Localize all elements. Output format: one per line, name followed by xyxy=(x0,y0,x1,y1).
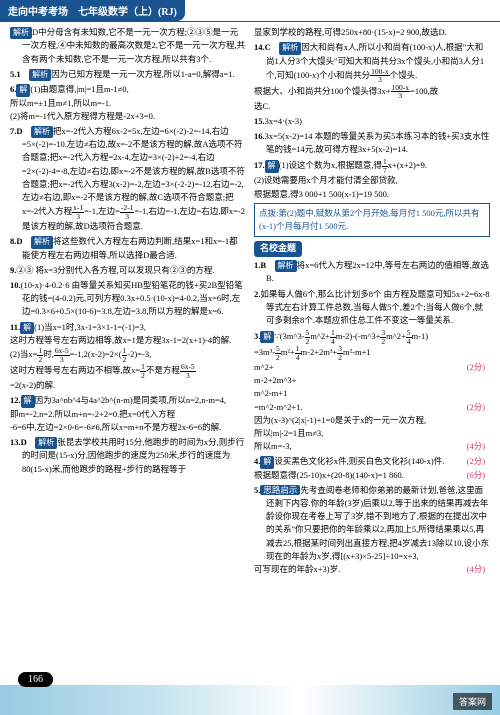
hint-box: 点拨:第(2)题中,赋数从第2个月开始,每月付1 500元,所以共有(x-1)个… xyxy=(254,203,490,237)
right-column: 显家到学校的路程,可得250x+80·(15-x)=2 900,故选D. 14.… xyxy=(254,26,490,578)
item2-2: 2.如果每人做6个,那么比计划多8个 由方程及题意可知5x+2=6x-8等式左右… xyxy=(254,288,490,328)
score: (4分) xyxy=(479,440,490,453)
analysis-tag: 解析 xyxy=(10,27,32,39)
item-14: 14.C 解析因大和尚有x人,所以小和尚有(100-x)人,根据"大和尚1人分3… xyxy=(254,41,490,113)
item-15: 15.3x=4·(x-3) xyxy=(254,115,490,128)
left-column: 解析D中分母含有未知数,它不是一元一次方程;②③⑤是一元一次方程,④中未知数的最… xyxy=(10,26,246,578)
item-17: 17.解(1)设这个数为x,根据题意,得17x+(x+2)=9. (2)设她需要… xyxy=(254,158,490,200)
score: (2分) xyxy=(479,401,490,414)
item-11: 11.解(1)当x=1时,3x-1=3×1-1=(-1)=3, 这时方程等号左右… xyxy=(10,321,246,393)
intro-text: 解析D中分母含有未知数,它不是一元一次方程;②③⑤是一元一次方程,④中未知数的最… xyxy=(10,26,246,66)
analysis-tag: 解析 xyxy=(279,42,301,54)
item-16: 16.3x=5(x-2)=14 本题的等量关系为买5本练习本的钱+买3支水性笔的… xyxy=(254,130,490,156)
item-8: 8.D 解析将这些数代入方程左右两边判断,结果x=1和x=-1都能使方程左右两边… xyxy=(10,235,246,262)
solve-tag: 解 xyxy=(21,395,35,407)
analysis-tag: 解析 xyxy=(31,126,53,138)
item-12: 12.解因为3a^nb^4与4a^2b^(n-m)是同类项,所以n=2,n-m=… xyxy=(10,394,246,434)
analysis-tag: 解析 xyxy=(35,437,57,449)
page-header: 走向中考考场 七年级数学（上）(RJ) xyxy=(0,0,185,21)
solve-tag: 解 xyxy=(260,331,274,343)
score: (2分) xyxy=(479,455,490,468)
item2-3: 3.解∵(3m^3-52m^2+14m-2)-(-m^3+32m^2+54m-1… xyxy=(254,329,490,453)
item-9: 9.②③ 将x=3分别代入各方程,可以发现只有②③的方程. xyxy=(10,264,246,277)
solve-tag: 解 xyxy=(265,160,279,172)
solve-tag: 解 xyxy=(260,456,274,468)
score: (6分) xyxy=(479,469,490,482)
item-10: 10.(10-x)·4-0.2·6 由等量关系知买HB型铅笔花的钱+买2B型铅笔… xyxy=(10,279,246,319)
analysis-tag: 解析 xyxy=(29,69,51,81)
content-area: 解析D中分母含有未知数,它不是一元一次方程;②③⑤是一元一次方程,④中未知数的最… xyxy=(0,26,500,578)
solve-tag: 解 xyxy=(16,84,30,96)
analysis-tag: 解析 xyxy=(275,260,297,272)
watermark: 答案网 xyxy=(453,693,492,710)
solve-tag: 解 xyxy=(20,322,34,334)
item2-5: 5.思路启示先考查阅卷老师和你弟弟的最新计划,爸爸,这里面还剩下内容.你的年龄(… xyxy=(254,484,490,576)
score: (2分) xyxy=(479,361,490,374)
item2-1: 1.B 解析将x=6代入方程2x=12中,等号左右两边的值相等,故选B. xyxy=(254,259,490,286)
item-13: 13.D 解析张昆去学校共用时15分,他跑步的时间为x分,则步行的时间是(15-… xyxy=(10,436,246,476)
item-cont: 显家到学校的路程,可得250x+80·(15-x)=2 900,故选D. xyxy=(254,26,490,39)
section-title: 名校金题 xyxy=(254,241,302,257)
footer-decoration xyxy=(0,685,500,715)
item-7: 7.D 解析把x=-2代入方程6x-2=5x,左边=6×(-2)-2=-14,右… xyxy=(10,125,246,233)
score: (4分) xyxy=(479,563,490,576)
item2-4: 4.解设买黑色文化衫x件,则买白色文化衫(140-x)件.(2分) 根据题意得(… xyxy=(254,455,490,482)
item-6: 6.解(1)由题意得,|m|=1且m-1≠0, 所以m=±1且m≠1,所以m=-… xyxy=(10,83,246,123)
item-5-1: 5.1 解析因为已知方程是一元一次方程,所以1-a=0,解得a=1. xyxy=(10,68,246,81)
analysis-tag: 解析 xyxy=(31,236,53,248)
page-number: 166 xyxy=(18,672,53,687)
thinking-tag: 思路启示 xyxy=(260,485,300,495)
